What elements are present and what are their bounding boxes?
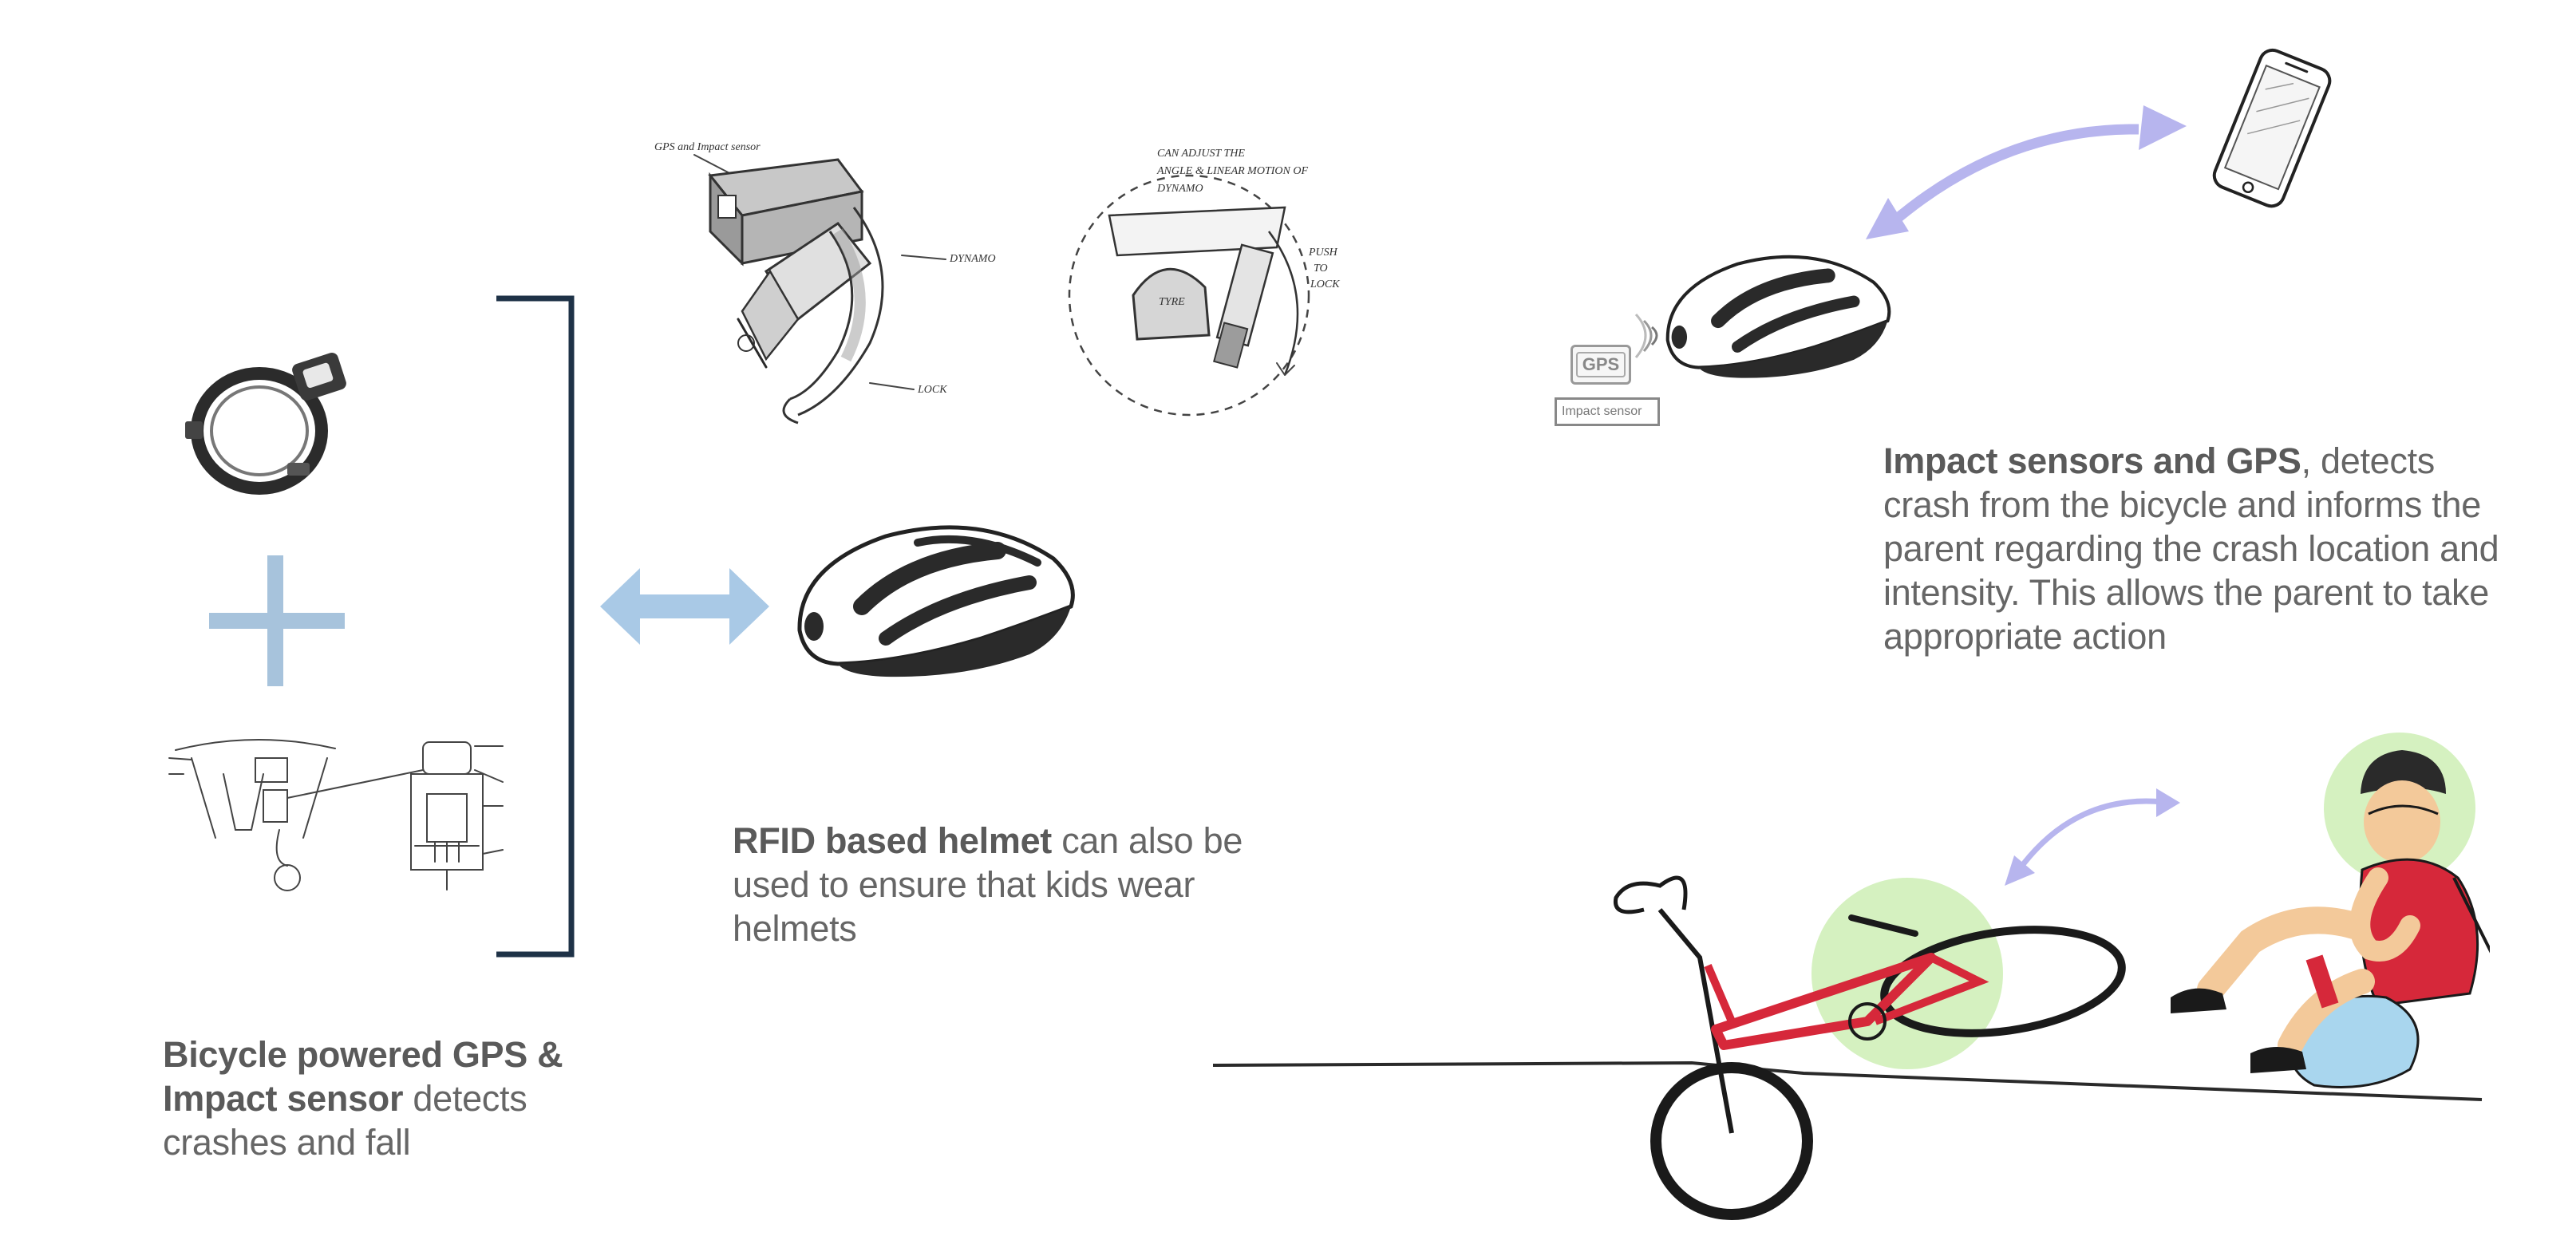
sketch-label-push-2: TO — [1314, 263, 1328, 274]
plus-icon — [209, 555, 345, 686]
ring-dynamo-icon — [176, 335, 367, 503]
helmet-icon-top — [1660, 231, 1899, 391]
signal-waves-icon — [1620, 311, 1668, 359]
helmet-icon — [790, 511, 1085, 678]
dynamo-mount-sketch: GPS and Impact sensor DYNAMO LOCK — [599, 128, 1045, 447]
child-icon — [2171, 750, 2490, 1088]
sketch-label-push-1: PUSH — [1308, 247, 1338, 259]
sketch-label-adjust-1: CAN ADJUST THE — [1157, 148, 1245, 160]
sketch-label-adjust-3: DYNAMO — [1156, 183, 1203, 195]
sketch-label-tyre: TYRE — [1159, 296, 1185, 308]
gps-badge: GPS — [1570, 345, 1631, 385]
sketch-label-dynamo: DYNAMO — [949, 253, 996, 265]
caption-rfid-helmet: RFID based helmet can also be used to en… — [733, 820, 1243, 949]
caption-bicycle-gps: Bicycle powered GPS & Impact sensor dete… — [163, 1034, 563, 1163]
signal-arrow — [1859, 96, 2195, 247]
sketch-label-adjust-2: ANGLE & LINEAR MOTION OF — [1156, 165, 1308, 177]
wheel-adjust-sketch: CAN ADJUST THE ANGLE & LINEAR MOTION OF … — [1045, 128, 1349, 431]
impact-sensor-label: Impact sensor — [1555, 397, 1660, 426]
crash-scene — [1213, 718, 2490, 1229]
sketch-label-lock: LOCK — [917, 384, 947, 396]
highlight-bike — [1811, 878, 2003, 1069]
sketch-label-gps: GPS and Impact sensor — [654, 141, 761, 153]
bicycle-icon — [1613, 875, 2126, 1220]
bracket — [495, 295, 575, 958]
caption-impact-gps: Impact sensors and GPS, detects crash fr… — [1883, 440, 2499, 657]
double-arrow — [600, 568, 769, 645]
gps-badge-label: GPS — [1575, 352, 1626, 377]
dynamo-diagram — [160, 726, 535, 910]
phone-icon — [2187, 46, 2354, 214]
sketch-label-push-3: LOCK — [1310, 278, 1340, 290]
